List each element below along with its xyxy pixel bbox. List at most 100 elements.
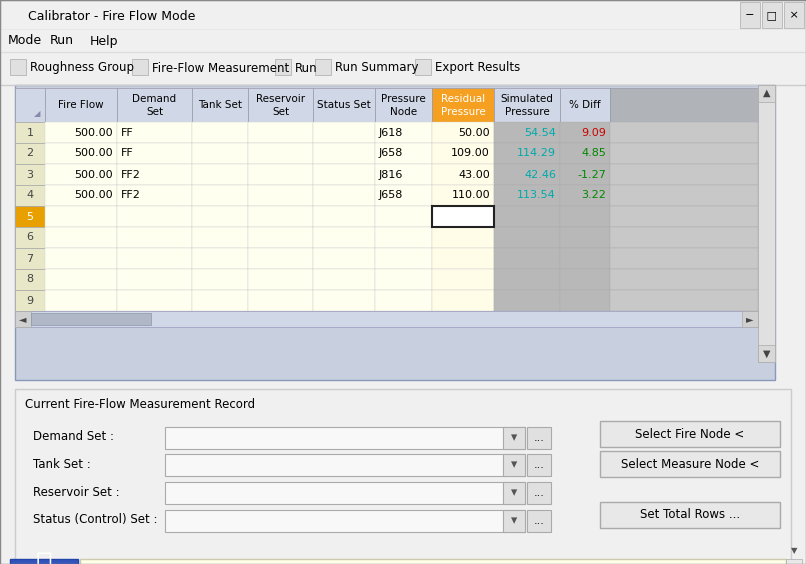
Text: FF: FF — [121, 127, 134, 138]
Text: ◄: ◄ — [19, 314, 27, 324]
Bar — [560, 88, 610, 122]
Text: Set: Set — [146, 107, 163, 117]
Bar — [315, 59, 331, 75]
Bar — [192, 88, 248, 122]
Text: ▾: ▾ — [511, 431, 517, 444]
Bar — [432, 143, 494, 164]
Text: -1.27: -1.27 — [577, 170, 606, 179]
Bar — [15, 311, 31, 327]
Text: Set Total Rows ...: Set Total Rows ... — [640, 509, 740, 522]
Bar — [15, 227, 45, 248]
Bar — [503, 427, 525, 449]
Bar — [610, 143, 758, 164]
Bar — [80, 559, 786, 564]
Bar — [15, 88, 45, 122]
Bar — [165, 427, 525, 449]
Bar — [0, 30, 806, 52]
Text: Status Set: Status Set — [317, 100, 371, 110]
Bar — [740, 2, 760, 28]
Bar — [192, 122, 248, 143]
Bar — [275, 59, 291, 75]
Bar — [248, 143, 313, 164]
Bar — [313, 269, 375, 290]
Bar — [432, 290, 494, 311]
Text: 114.29: 114.29 — [517, 148, 556, 158]
Bar — [0, 52, 806, 85]
Bar — [313, 122, 375, 143]
Text: ...: ... — [534, 460, 544, 470]
Bar — [45, 143, 117, 164]
Bar — [610, 122, 758, 143]
Text: ►: ► — [746, 314, 754, 324]
Bar — [192, 290, 248, 311]
Bar — [192, 206, 248, 227]
Bar — [248, 206, 313, 227]
Bar — [165, 482, 525, 504]
Bar — [503, 482, 525, 504]
Text: Status (Control) Set :: Status (Control) Set : — [33, 513, 157, 527]
Bar — [560, 206, 610, 227]
Bar — [527, 482, 551, 504]
Bar — [494, 185, 560, 206]
Bar — [560, 290, 610, 311]
Text: % Diff: % Diff — [569, 100, 600, 110]
Bar — [15, 311, 758, 327]
Text: 2: 2 — [27, 148, 34, 158]
Bar — [192, 185, 248, 206]
Bar — [560, 122, 610, 143]
Bar — [117, 122, 192, 143]
Bar — [610, 206, 758, 227]
Text: Reservoir Set :: Reservoir Set : — [33, 486, 119, 499]
Text: ×: × — [786, 10, 802, 20]
Bar — [784, 2, 804, 28]
Text: Residual: Residual — [441, 94, 485, 104]
Text: 🏛: 🏛 — [35, 550, 52, 564]
Bar — [192, 143, 248, 164]
Bar — [45, 227, 117, 248]
Bar — [432, 248, 494, 269]
Text: 500.00: 500.00 — [74, 148, 113, 158]
Bar — [248, 269, 313, 290]
Text: ...: ... — [534, 516, 544, 526]
Text: ...: ... — [534, 433, 544, 443]
Text: ▼: ▼ — [791, 547, 797, 556]
Bar — [494, 88, 560, 122]
Text: FF2: FF2 — [121, 170, 141, 179]
Text: Run Summary: Run Summary — [335, 61, 418, 74]
Text: FF2: FF2 — [121, 191, 141, 200]
Text: 8: 8 — [27, 275, 34, 284]
Bar — [15, 185, 45, 206]
Bar — [610, 227, 758, 248]
Bar — [192, 269, 248, 290]
Bar — [313, 185, 375, 206]
Text: 500.00: 500.00 — [74, 170, 113, 179]
Text: ─: ─ — [743, 10, 757, 20]
Bar — [560, 185, 610, 206]
Text: Pressure: Pressure — [381, 94, 426, 104]
Bar — [527, 427, 551, 449]
Bar — [45, 122, 117, 143]
Text: Run: Run — [295, 61, 318, 74]
Bar — [15, 143, 45, 164]
Bar — [432, 227, 494, 248]
Text: Select Fire Node <: Select Fire Node < — [635, 428, 745, 440]
Text: Roughness Group: Roughness Group — [30, 61, 134, 74]
Text: 6: 6 — [27, 232, 34, 243]
Bar — [600, 421, 780, 447]
Text: ...: ... — [534, 488, 544, 498]
Bar — [15, 290, 45, 311]
Bar — [503, 510, 525, 532]
Text: ▾: ▾ — [511, 459, 517, 472]
Bar — [117, 164, 192, 185]
Text: ◢: ◢ — [34, 109, 40, 118]
Bar — [248, 164, 313, 185]
Bar — [494, 206, 560, 227]
Text: Tank Set :: Tank Set : — [33, 457, 91, 470]
Bar — [192, 164, 248, 185]
Text: 1: 1 — [27, 127, 34, 138]
Bar — [165, 510, 525, 532]
Text: ▼: ▼ — [762, 349, 771, 359]
Text: Fire-Flow Measurement: Fire-Flow Measurement — [152, 61, 289, 74]
Bar — [560, 164, 610, 185]
Bar — [248, 227, 313, 248]
